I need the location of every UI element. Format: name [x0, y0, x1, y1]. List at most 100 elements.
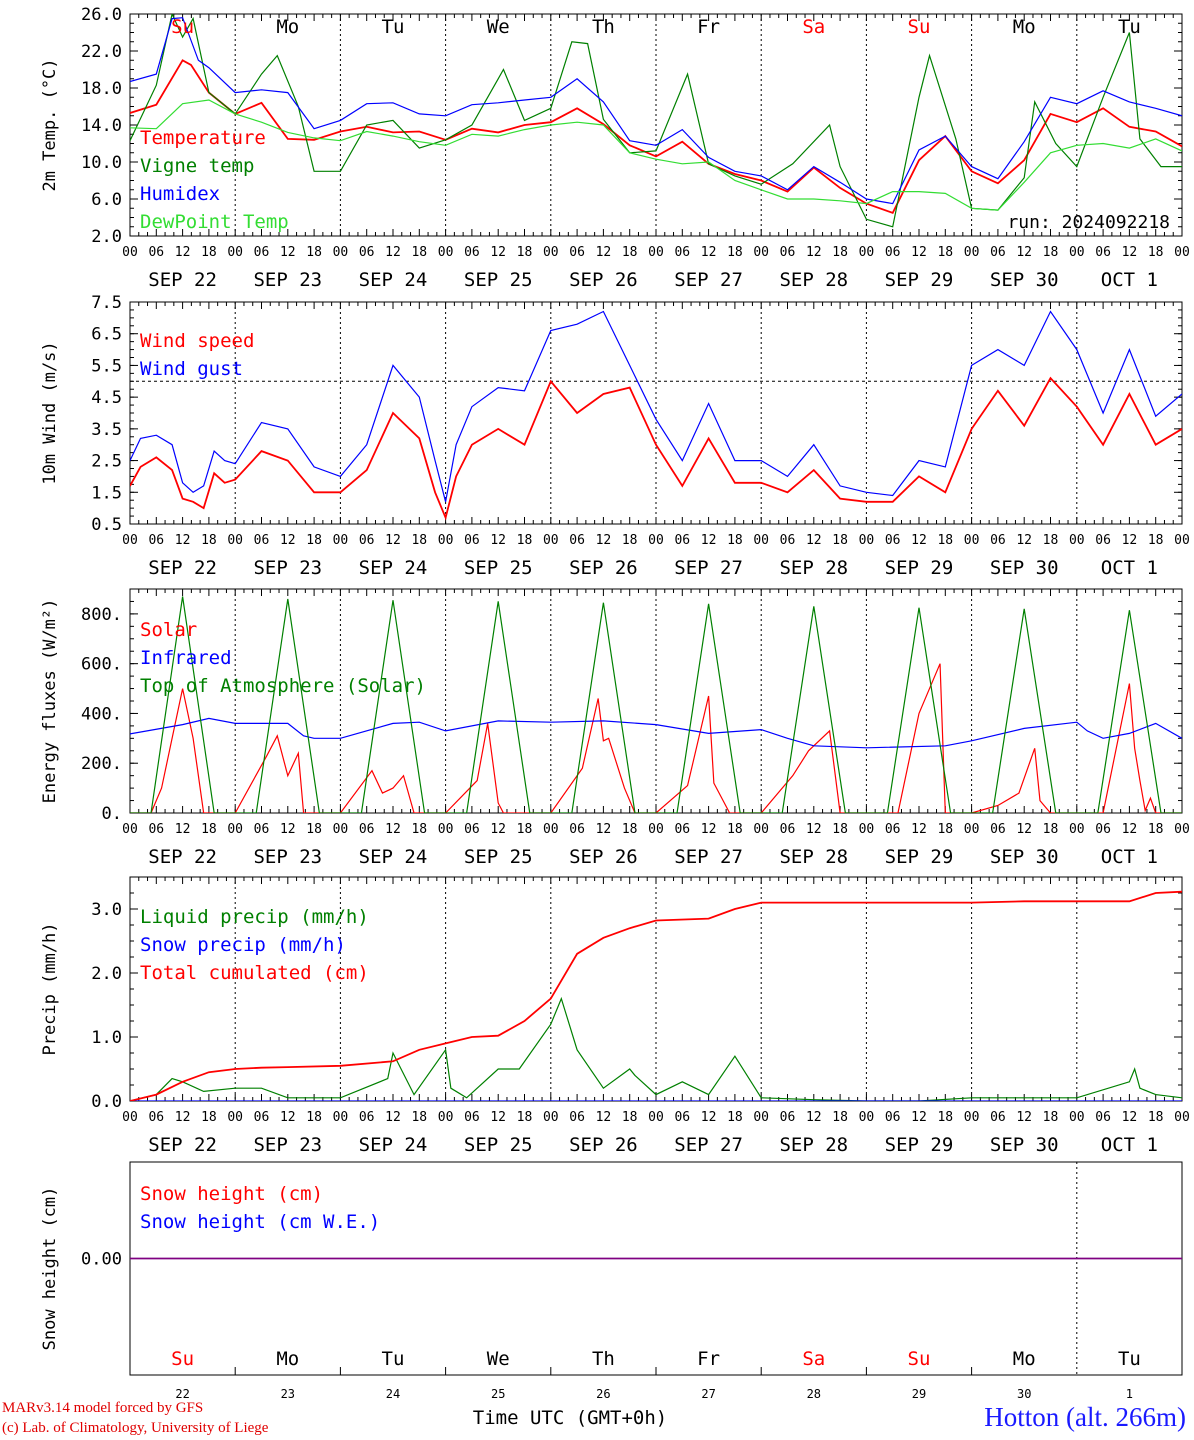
hour-label: 00: [333, 822, 349, 837]
hour-label: 12: [1122, 533, 1138, 548]
legend-label: Infrared: [140, 647, 232, 669]
hour-label: 12: [1122, 1110, 1138, 1125]
y-tick-label: 3.5: [91, 420, 122, 440]
hour-label: 18: [937, 533, 953, 548]
y-tick-label: 0.: [102, 804, 122, 824]
hour-label: 00: [753, 245, 769, 260]
hour-label: 00: [1069, 1110, 1085, 1125]
hour-label: 06: [254, 822, 270, 837]
y-tick-label: 2.0: [91, 227, 122, 247]
hour-label: 00: [1174, 822, 1190, 837]
series-line-2: [130, 17, 1182, 205]
hour-label: 18: [937, 245, 953, 260]
y-tick-label: 6.5: [91, 325, 122, 345]
y-axis-label: Precip (mm/h): [40, 922, 60, 1055]
hour-label: 00: [964, 1110, 980, 1125]
hour-label: 00: [1174, 245, 1190, 260]
y-tick-label: 6.0: [91, 190, 122, 210]
hour-label: 18: [1148, 1110, 1164, 1125]
date-label: SEP 22: [148, 846, 217, 868]
y-tick-label: 200.: [81, 754, 122, 774]
weekday-label-top: We: [487, 16, 510, 38]
hour-label: 06: [780, 822, 796, 837]
hour-label: 12: [911, 245, 927, 260]
hour-label: 06: [780, 245, 796, 260]
hour-label: 18: [622, 245, 638, 260]
y-tick-label: 400.: [81, 704, 122, 724]
y-tick-label: 0.00: [81, 1250, 122, 1270]
hour-label: 18: [727, 822, 743, 837]
hour-label: 12: [596, 1110, 612, 1125]
hour-label: 00: [333, 245, 349, 260]
hour-label: 00: [122, 245, 138, 260]
hour-label: 18: [517, 533, 533, 548]
hour-label: 12: [280, 245, 296, 260]
hour-label: 06: [885, 822, 901, 837]
legend-label: Humidex: [140, 183, 220, 205]
hour-label: 00: [648, 245, 664, 260]
hour-label: 06: [674, 1110, 690, 1125]
hour-label: 12: [1122, 822, 1138, 837]
series-line-0: [130, 663, 1182, 813]
legend-label: DewPoint Temp: [140, 211, 289, 233]
hour-label: 06: [569, 1110, 585, 1125]
date-label: SEP 24: [359, 1134, 428, 1156]
weekday-label-bottom: Tu: [382, 1348, 405, 1370]
weekday-label-bottom: We: [487, 1348, 510, 1370]
legend-label: Wind speed: [140, 330, 254, 352]
series-line-3: [130, 99, 1182, 211]
date-label: SEP 30: [990, 846, 1059, 868]
hour-label: 18: [517, 245, 533, 260]
hour-label: 00: [1174, 533, 1190, 548]
weekday-label-top: Tu: [382, 16, 405, 38]
hour-label: 00: [648, 533, 664, 548]
hour-label: 00: [1069, 533, 1085, 548]
hour-label: 00: [859, 1110, 875, 1125]
hour-label: 18: [1043, 533, 1059, 548]
day-number: 26: [596, 1387, 610, 1401]
weekday-label-top: Mo: [1013, 16, 1036, 38]
weekday-label-bottom: Mo: [276, 1348, 299, 1370]
hour-label: 18: [727, 533, 743, 548]
hour-label: 18: [622, 822, 638, 837]
hour-label: 18: [622, 533, 638, 548]
hour-label: 12: [490, 533, 506, 548]
y-tick-label: 1.0: [91, 1028, 122, 1048]
hour-label: 06: [148, 822, 164, 837]
date-label: SEP 25: [464, 269, 533, 291]
date-label: SEP 27: [674, 1134, 743, 1156]
y-axis-label: 10m Wind (m/s): [40, 341, 60, 484]
hour-label: 18: [832, 533, 848, 548]
hour-label: 06: [148, 1110, 164, 1125]
hour-label: 12: [385, 533, 401, 548]
hour-label: 12: [385, 822, 401, 837]
hour-label: 18: [622, 1110, 638, 1125]
y-axis-label: Snow height (cm): [40, 1187, 60, 1351]
y-tick-label: 26.0: [81, 5, 122, 25]
date-label: SEP 27: [674, 846, 743, 868]
hour-label: 06: [885, 1110, 901, 1125]
hour-label: 12: [806, 245, 822, 260]
date-label: SEP 30: [990, 269, 1059, 291]
hour-label: 00: [543, 822, 559, 837]
date-label: SEP 25: [464, 846, 533, 868]
weekday-label-top: Su: [171, 16, 194, 38]
hour-label: 00: [543, 245, 559, 260]
date-label: SEP 23: [253, 269, 322, 291]
hour-label: 12: [701, 245, 717, 260]
hour-label: 18: [517, 1110, 533, 1125]
hour-label: 00: [1069, 822, 1085, 837]
hour-label: 06: [148, 245, 164, 260]
hour-label: 18: [411, 822, 427, 837]
hour-label: 00: [333, 533, 349, 548]
y-tick-label: 600.: [81, 655, 122, 675]
hour-label: 06: [359, 533, 375, 548]
hour-label: 00: [753, 822, 769, 837]
hour-label: 00: [859, 822, 875, 837]
hour-label: 00: [122, 1110, 138, 1125]
legend-label: Snow height (cm W.E.): [140, 1211, 380, 1233]
hour-label: 18: [411, 1110, 427, 1125]
date-label: SEP 27: [674, 269, 743, 291]
y-axis-label: Energy fluxes (W/m²): [40, 599, 60, 804]
weekday-label-bottom: Sa: [802, 1348, 825, 1370]
